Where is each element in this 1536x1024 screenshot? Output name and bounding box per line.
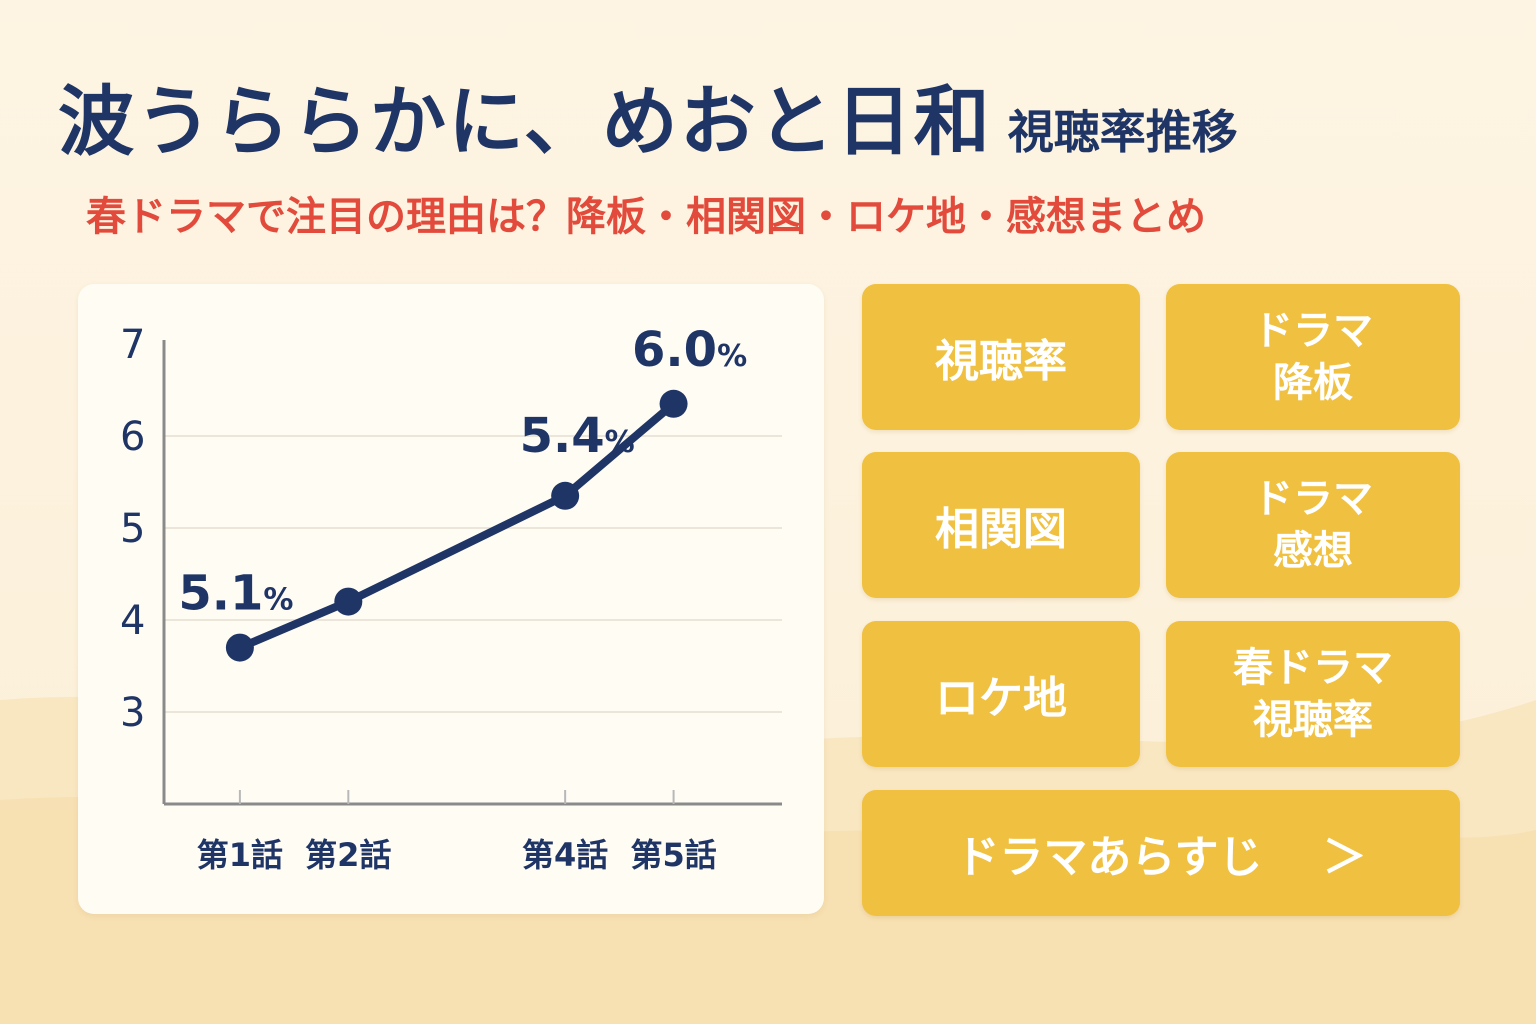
y-tick-label: 5 [120,506,145,552]
tile-spring-drama-ratings[interactable]: 春ドラマ 視聴率 [1166,621,1460,767]
data-label: 5.1% [178,566,293,622]
drama-synopsis-label: ドラマあらすじ [955,832,1263,883]
tile-label-line1: 春ドラマ [1233,645,1393,691]
data-label-unit: % [717,339,747,374]
page-title-suffix: 視聴率推移 [1007,105,1238,159]
y-tick-label: 6 [120,414,145,460]
x-tick-label: 第5話 [630,836,716,874]
y-tick-label: 4 [120,598,145,644]
x-tick-label: 第4話 [522,836,608,874]
data-point [659,389,688,418]
series-line [235,399,678,652]
page-title: 波うららかに、めおと日和 [58,77,992,166]
y-tick-label: 7 [120,322,145,368]
data-label-unit: % [605,425,635,460]
data-label-value: 5.1 [178,566,263,622]
data-label: 6.0% [632,322,747,378]
tile-label-line2: 感想 [1273,528,1353,574]
data-point [551,481,580,510]
data-point [334,587,363,616]
tile-ratings[interactable]: 視聴率 [862,284,1140,430]
x-tick-label: 第2話 [305,836,391,874]
title-row: 波うららかに、めおと日和 視聴率推移 [58,60,1238,170]
data-label-value: 6.0 [632,322,717,378]
y-tick-label: 3 [120,690,145,736]
data-label: 5.4% [520,408,635,464]
tile-label-line2: 降板 [1273,360,1353,406]
tile-relationship-chart[interactable]: 相関図 [862,452,1140,598]
tile-label-line1: ドラマ [1253,476,1373,522]
drama-synopsis-button[interactable]: ドラマあらすじ ＞ [862,790,1460,916]
tile-drama-review[interactable]: ドラマ 感想 [1166,452,1460,598]
topic-tiles: 視聴率 ドラマ 降板 相関図 ドラマ 感想 ロケ地 春ドラマ 視聴率 ドラマあら… [862,284,1460,916]
chart-card: 3 4 5 6 7 第1話 第2話 第4話 第5話 5.1% 5.4% 6.0% [78,284,824,914]
tile-label: ロケ地 [935,673,1067,724]
data-label-value: 5.4 [520,408,605,464]
data-label-unit: % [263,583,293,618]
tile-label-line2: 視聴率 [1253,697,1373,743]
tile-label: 相関図 [935,504,1067,555]
data-point [225,633,254,662]
page-subtitle: 春ドラマで注目の理由は？降板・相関図・ロケ地・感想まとめ [86,194,1206,240]
x-tick-label: 第1話 [197,836,283,874]
chevron-right-icon: ＞ [1322,832,1367,883]
tile-drama-replacement[interactable]: ドラマ 降板 [1166,284,1460,430]
tile-filming-location[interactable]: ロケ地 [862,621,1140,767]
tile-label: 視聴率 [935,336,1067,387]
tile-label-line1: ドラマ [1253,308,1373,354]
